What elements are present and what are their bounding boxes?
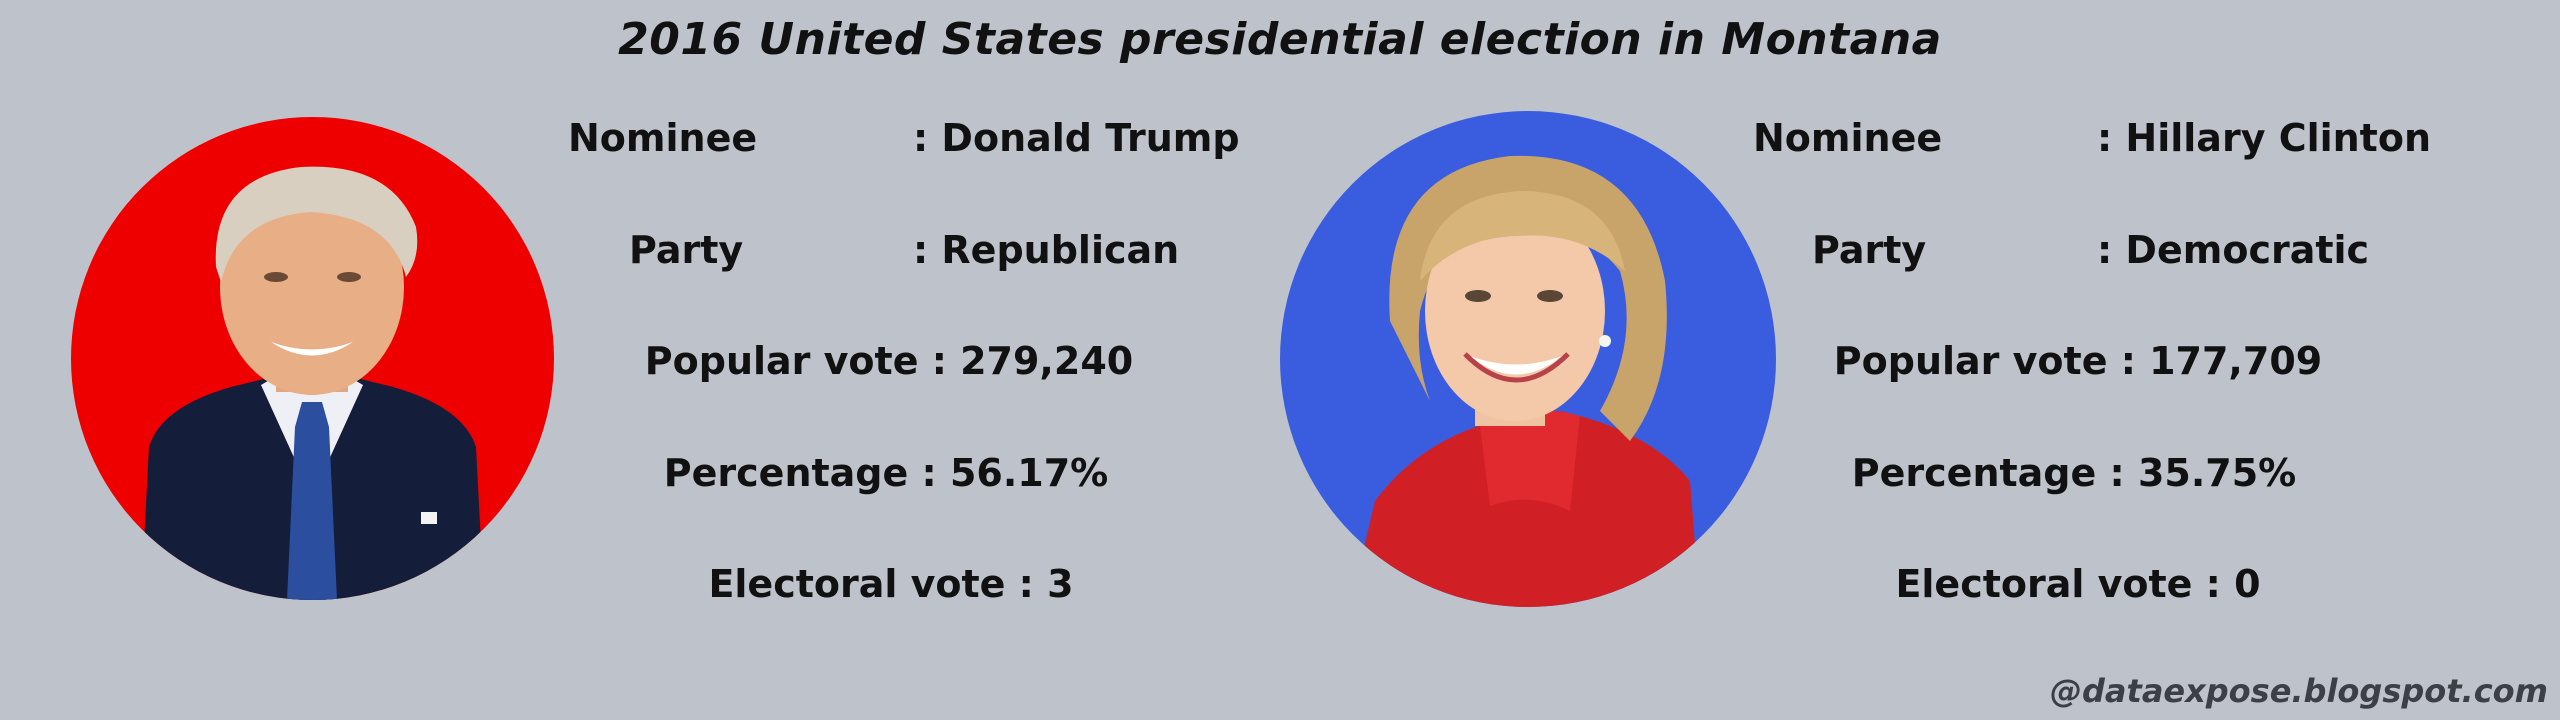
percentage: Percentage : 56.17% bbox=[663, 451, 1109, 495]
nominee-label: Nominee bbox=[1753, 116, 1943, 160]
clinton-portrait-icon bbox=[1280, 111, 1776, 607]
party-label: Party bbox=[1812, 228, 1927, 272]
watermark: @dataexpose.blogspot.com bbox=[2050, 672, 2548, 710]
page-title: 2016 United States presidential election… bbox=[618, 14, 1942, 65]
party-value: : Democratic bbox=[2097, 228, 2370, 272]
electoral-vote: Electoral vote : 3 bbox=[708, 562, 1074, 606]
party-value: : Republican bbox=[913, 228, 1180, 272]
party-label: Party bbox=[629, 228, 744, 272]
popular-vote: Popular vote : 279,240 bbox=[644, 339, 1134, 383]
nominee-value: : Hillary Clinton bbox=[2097, 116, 2432, 160]
electoral-vote: Electoral vote : 0 bbox=[1895, 562, 2261, 606]
nominee-value: : Donald Trump bbox=[913, 116, 1240, 160]
nominee-label: Nominee bbox=[568, 116, 758, 160]
trump-portrait-icon bbox=[71, 117, 554, 600]
popular-vote: Popular vote : 177,709 bbox=[1833, 339, 2323, 383]
percentage: Percentage : 35.75% bbox=[1851, 451, 2297, 495]
